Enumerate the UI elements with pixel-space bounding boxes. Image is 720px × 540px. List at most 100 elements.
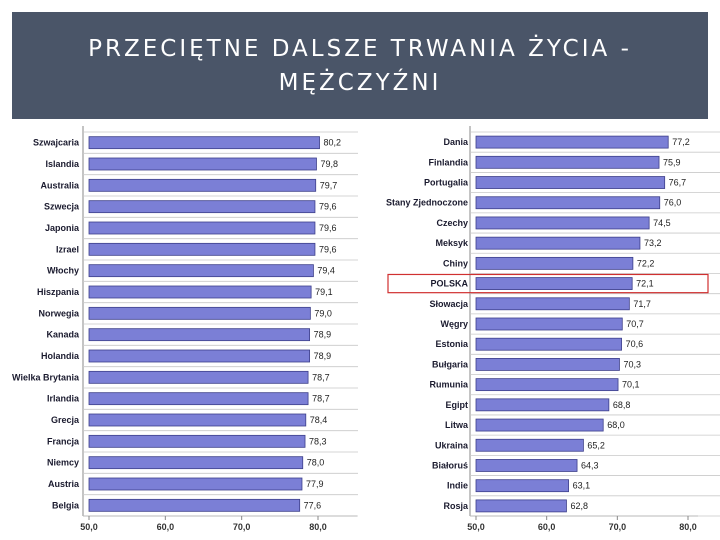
left-category-label: Australia xyxy=(40,180,80,190)
left-value-label: 79,1 xyxy=(315,287,333,297)
right-bar xyxy=(475,378,619,392)
left-category-label: Francja xyxy=(47,436,80,446)
right-value-label: 74,5 xyxy=(653,218,671,228)
right-category-label: Portugalia xyxy=(424,178,469,188)
right-bar xyxy=(475,155,660,169)
right-bar xyxy=(475,337,622,351)
right-x-tick-label: 80,0 xyxy=(679,522,697,532)
left-bar xyxy=(88,349,311,363)
left-bar xyxy=(88,413,307,427)
left-category-label: Norwegia xyxy=(38,308,80,318)
left-category-label: Szwecja xyxy=(44,202,80,212)
left-value-label: 79,4 xyxy=(317,266,335,276)
right-value-label: 75,9 xyxy=(663,157,681,167)
right-category-label: Finlandia xyxy=(428,157,468,167)
right-value-label: 68,0 xyxy=(607,420,625,430)
left-bar xyxy=(88,136,320,150)
right-bar xyxy=(475,398,610,412)
left-x-tick-label: 60,0 xyxy=(157,522,175,532)
left-x-tick-label: 70,0 xyxy=(233,522,251,532)
slide-title-line-1: PRZECIĘTNE DALSZE TRWANIA ŻYCIA - xyxy=(88,35,632,62)
left-value-label: 79,7 xyxy=(320,180,338,190)
right-category-label: Dania xyxy=(443,137,469,147)
right-value-label: 70,7 xyxy=(626,319,644,329)
left-bar xyxy=(88,221,316,235)
right-value-label: 70,6 xyxy=(626,339,644,349)
left-category-label: Grecja xyxy=(51,415,80,425)
right-category-label: Estonia xyxy=(435,339,469,349)
left-category-label: Islandia xyxy=(45,159,80,169)
left-value-label: 77,9 xyxy=(306,479,324,489)
left-bar xyxy=(88,200,316,214)
right-bar xyxy=(475,418,604,432)
right-bar xyxy=(475,358,620,371)
left-bar xyxy=(88,242,316,256)
left-bar xyxy=(88,370,309,384)
right-category-label: Meksyk xyxy=(435,238,469,248)
right-value-label: 70,1 xyxy=(622,380,640,390)
right-x-tick-label: 50,0 xyxy=(467,522,485,532)
left-x-tick-label: 80,0 xyxy=(309,522,327,532)
left-category-label: Kanada xyxy=(46,330,80,340)
slide-title-bar: PRZECIĘTNE DALSZE TRWANIA ŻYCIA - MĘŻCZY… xyxy=(12,12,708,119)
left-category-label: Japonia xyxy=(45,223,80,233)
left-bar xyxy=(88,178,317,192)
right-bar xyxy=(475,479,569,493)
right-bar xyxy=(475,277,633,290)
right-bar xyxy=(475,297,630,311)
right-bar xyxy=(475,216,650,230)
right-bar xyxy=(475,236,641,250)
left-category-label: Wielka Brytania xyxy=(12,372,80,382)
right-category-label: Rosja xyxy=(443,501,469,511)
left-value-label: 79,0 xyxy=(314,308,332,318)
left-bar xyxy=(88,477,303,491)
slide-title-line-2: MĘŻCZYŹNI xyxy=(278,69,442,96)
left-value-label: 79,6 xyxy=(319,244,337,254)
right-x-tick-label: 70,0 xyxy=(609,522,627,532)
left-x-tick-label: 50,0 xyxy=(80,522,98,532)
right-value-label: 62,8 xyxy=(570,501,588,511)
left-value-label: 78,0 xyxy=(307,458,325,468)
left-value-label: 77,6 xyxy=(304,500,322,510)
right-highlight-box xyxy=(387,273,709,294)
left-bar xyxy=(88,456,304,470)
left-value-label: 78,9 xyxy=(314,330,332,340)
left-value-label: 78,7 xyxy=(312,394,330,404)
right-bar xyxy=(475,256,634,270)
right-value-label: 72,2 xyxy=(637,258,655,268)
left-category-label: Irlandia xyxy=(47,394,80,404)
left-value-label: 80,2 xyxy=(324,138,342,148)
left-category-label: Belgia xyxy=(52,500,80,510)
left-category-label: Niemcy xyxy=(47,458,79,468)
left-bar xyxy=(88,157,317,171)
right-value-label: 76,0 xyxy=(664,198,682,208)
right-value-label: 72,1 xyxy=(636,279,654,289)
right-category-label: Stany Zjednoczone xyxy=(386,198,468,208)
right-value-label: 70,3 xyxy=(623,359,641,369)
right-category-label: Indie xyxy=(447,481,468,491)
right-category-label: Rumunia xyxy=(429,380,468,390)
right-value-label: 73,2 xyxy=(644,238,662,248)
left-bar xyxy=(88,285,312,299)
left-value-label: 78,7 xyxy=(312,372,330,382)
right-value-label: 76,7 xyxy=(669,178,687,188)
left-bar xyxy=(88,264,314,278)
left-value-label: 79,8 xyxy=(320,159,338,169)
right-value-label: 65,2 xyxy=(587,440,605,450)
right-value-label: 77,2 xyxy=(672,137,690,147)
left-value-label: 78,4 xyxy=(310,415,328,425)
left-value-label: 78,3 xyxy=(309,436,327,446)
left-value-label: 78,9 xyxy=(314,351,332,361)
left-value-label: 79,6 xyxy=(319,223,337,233)
right-x-tick-label: 60,0 xyxy=(538,522,556,532)
right-bar xyxy=(475,135,669,149)
right-value-label: 63,1 xyxy=(573,481,591,491)
right-category-label: Czechy xyxy=(436,218,468,228)
left-value-label: 79,6 xyxy=(319,202,337,212)
left-category-label: Izrael xyxy=(56,244,79,254)
right-category-label: Chiny xyxy=(443,258,468,268)
left-bar xyxy=(88,328,311,342)
right-bar xyxy=(475,317,623,331)
right-value-label: 64,3 xyxy=(581,460,599,470)
